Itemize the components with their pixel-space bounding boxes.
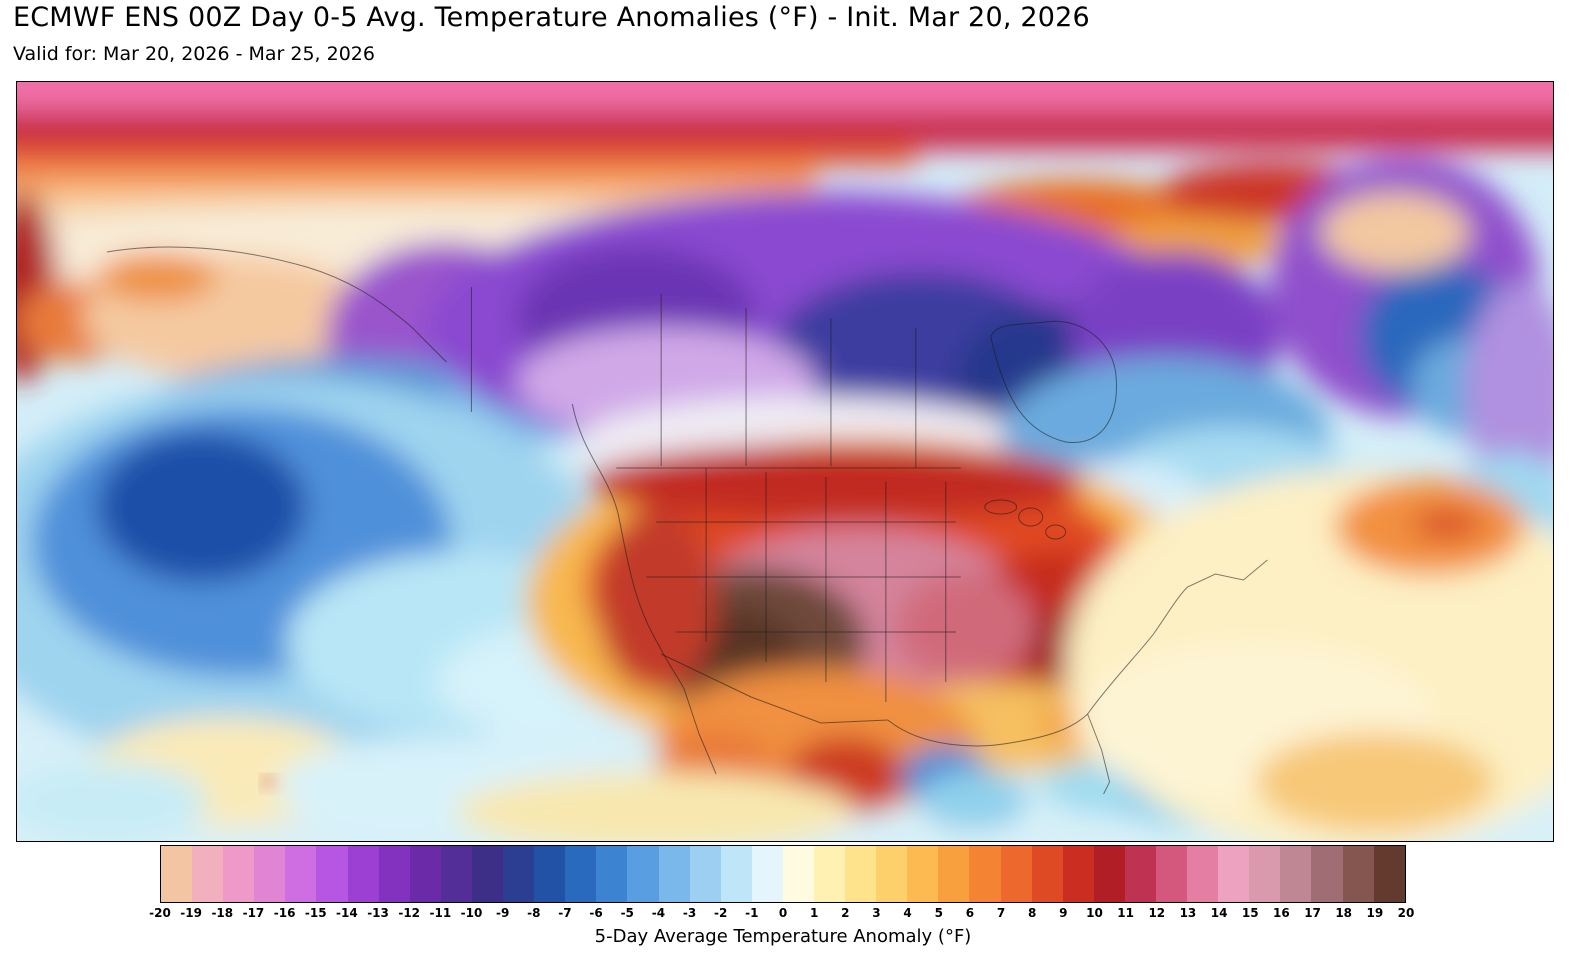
- colorbar-tick-label: 18: [1335, 906, 1353, 920]
- anomaly-map-frame: [16, 81, 1554, 842]
- colorbar-cell: [440, 846, 472, 902]
- alaska-coast: [106, 246, 447, 363]
- west-coast: [571, 403, 717, 775]
- colorbar-cell: [689, 846, 721, 902]
- colorbar-cell: [1373, 846, 1405, 902]
- gulf-coast: [887, 713, 1088, 747]
- colorbar-cell: [720, 846, 752, 902]
- colorbar-cell: [347, 846, 379, 902]
- colorbar-tick-label: -10: [460, 906, 483, 920]
- colorbar-cell: [845, 846, 877, 902]
- colorbar-cell: [938, 846, 970, 902]
- colorbar-tick-label: 15: [1241, 906, 1259, 920]
- colorbar-tick-label: 13: [1179, 906, 1197, 920]
- valid-period-subtitle: Valid for: Mar 20, 2026 - Mar 25, 2026: [13, 43, 375, 65]
- colorbar-cell: [1311, 846, 1343, 902]
- florida: [1087, 713, 1111, 795]
- colorbar-cell: [751, 846, 783, 902]
- colorbar-cell: [503, 846, 535, 902]
- colorbar-tick-label: 8: [1028, 906, 1037, 920]
- colorbar-cell: [658, 846, 690, 902]
- colorbar-cell: [534, 846, 566, 902]
- colorbar-cell: [378, 846, 410, 902]
- colorbar-tick-label: 19: [1366, 906, 1384, 920]
- colorbar-tick-label: 1: [809, 906, 819, 920]
- colorbar: -20 -19 -18 -17 -16 -15 -14 -13 -12 -11 -10 -9 -8 -7-…: [149, 845, 1414, 947]
- colorbar-tick-label: 20: [1397, 906, 1415, 920]
- colorbar-cell: [1000, 846, 1032, 902]
- hawaii-anomaly-spot: [263, 777, 282, 791]
- colorbar-cell: [1156, 846, 1188, 902]
- colorbar-tick-label: -2: [714, 906, 728, 920]
- colorbar-tick-label: -18: [211, 906, 234, 920]
- east-coast: [1087, 559, 1268, 715]
- colorbar-cell: [409, 846, 441, 902]
- colorbar-cell: [813, 846, 846, 902]
- colorbar-tick-label: -17: [242, 906, 265, 920]
- geographic-borders: [106, 246, 1268, 795]
- colorbar-tick-label: 12: [1148, 906, 1166, 920]
- colorbar-cell: [1062, 846, 1094, 902]
- colorbar-tick-label: 5: [934, 906, 943, 920]
- colorbar-cell: [627, 846, 659, 902]
- anomaly-color-field: [17, 82, 1553, 841]
- colorbar-cell: [223, 846, 255, 902]
- colorbar-cell: [1187, 846, 1219, 902]
- colorbar-cell: [782, 846, 814, 902]
- colorbar-tick-label: -16: [273, 906, 296, 920]
- colorbar-tick-label: 3: [872, 906, 881, 920]
- colorbar-tick-label: 6: [965, 906, 975, 920]
- colorbar-tick-label: 2: [841, 906, 850, 920]
- colorbar-cell: [1093, 846, 1125, 902]
- hudson-bay: [990, 320, 1117, 443]
- colorbar-caption: 5-Day Average Temperature Anomaly (°F): [594, 926, 972, 947]
- colorbar-cell: [192, 846, 224, 902]
- colorbar-tick-label: 10: [1086, 906, 1103, 920]
- colorbar-tick-label: -5: [620, 906, 634, 920]
- colorbar-cell: [285, 846, 317, 902]
- colorbar-tick-label: -12: [398, 906, 421, 920]
- colorbar-cell: [161, 846, 193, 902]
- colorbar-cell: [1218, 846, 1250, 902]
- colorbar-tick-label: -3: [682, 906, 697, 920]
- colorbar-tick-label: -19: [180, 906, 202, 920]
- colorbar-tick-label: -1: [745, 906, 759, 920]
- colorbar-tick-label: -9: [495, 906, 510, 920]
- colorbar-tick-label: -14: [336, 906, 358, 920]
- colorbar-cell: [596, 846, 628, 902]
- colorbar-cell: [1280, 846, 1312, 902]
- colorbar-cell: [1031, 846, 1063, 902]
- colorbar-tick-label: -6: [589, 906, 603, 920]
- page-title: ECMWF ENS 00Z Day 0-5 Avg. Temperature A…: [13, 2, 1090, 33]
- anomaly-map: [17, 82, 1553, 841]
- colorbar-tick-label: 4: [903, 906, 912, 920]
- colorbar-cell: [1124, 846, 1156, 902]
- colorbar-tick-label: 7: [996, 906, 1006, 920]
- colorbar-tick-label: -7: [558, 906, 572, 920]
- colorbar-tick-label: 9: [1059, 906, 1068, 920]
- colorbar-cell: [254, 846, 286, 902]
- colorbar-cell: [565, 846, 597, 902]
- colorbar-cell: [471, 846, 504, 902]
- colorbar-tick-label: 14: [1210, 906, 1228, 920]
- colorbar-tick-label: 16: [1273, 906, 1290, 920]
- colorbar-cell: [876, 846, 908, 902]
- colorbar-cell: [1342, 846, 1374, 902]
- colorbar-tick-label: -4: [651, 906, 666, 920]
- colorbar-cell: [907, 846, 939, 902]
- us-mexico-border: [660, 653, 888, 724]
- colorbar-tick-label: -20: [149, 906, 171, 920]
- colorbar-cells: [160, 845, 1406, 903]
- colorbar-tick-label: -8: [527, 906, 541, 920]
- colorbar-cell: [1249, 846, 1281, 902]
- colorbar-tick-label: 17: [1304, 906, 1321, 920]
- colorbar-ticks: -20 -19 -18 -17 -16 -15 -14 -13 -12 -11 -10 -9 -8 -7-…: [149, 906, 1414, 923]
- colorbar-tick-label: -13: [367, 906, 389, 920]
- colorbar-tick-label: 0: [778, 906, 788, 920]
- colorbar-tick-label: -15: [304, 906, 327, 920]
- colorbar-tick-label: -11: [429, 906, 452, 920]
- colorbar-cell: [969, 846, 1001, 902]
- colorbar-cell: [316, 846, 348, 902]
- colorbar-tick-label: 11: [1117, 906, 1134, 920]
